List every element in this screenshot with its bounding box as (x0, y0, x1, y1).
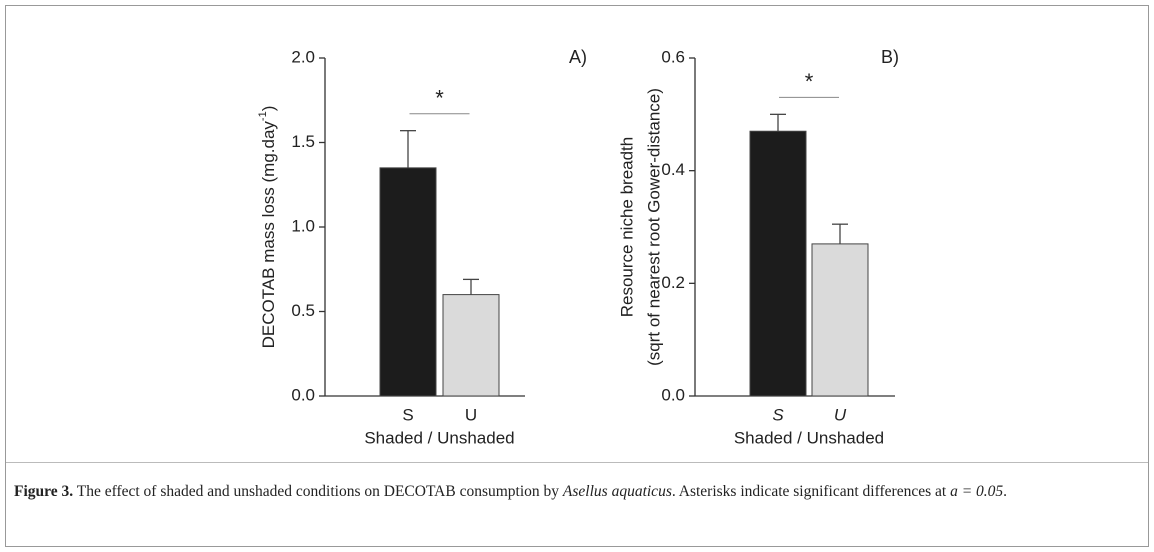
y-axis-label-text: DECOTAB mass loss (mg.day (259, 121, 278, 349)
bar (749, 130, 807, 397)
frame (5, 5, 1149, 547)
x-axis-label: Shaded / Unshaded (364, 428, 514, 447)
bar (811, 243, 869, 397)
y-tick-label: 0.6 (661, 47, 685, 66)
caption-label: Figure 3. (14, 483, 74, 500)
x-tick-label: S (402, 405, 413, 424)
y-tick-label: 0.5 (291, 301, 315, 320)
significance: * (805, 69, 814, 94)
caption-text: The effect of shaded and unshaded condit… (73, 483, 563, 500)
caption-text: . Asterisks indicate significant differe… (671, 483, 951, 500)
bar (379, 167, 437, 397)
y-tick-label: 0.0 (661, 385, 685, 404)
math: a = 0.05 (950, 483, 1004, 500)
significance: * (435, 86, 444, 111)
panel-label: B) (881, 47, 899, 67)
y-axis-label-end: ) (259, 106, 278, 112)
panel-label: A) (569, 47, 587, 67)
caption-text: . (1003, 483, 1008, 500)
y-tick-label: 0.0 (291, 385, 315, 404)
caption: Figure 3. The effect of shaded and unsha… (14, 478, 1139, 505)
y-axis-label: (sqrt of nearest root Gower-distance) (644, 88, 663, 366)
y-tick-label: 1.5 (291, 132, 315, 151)
species: Asellus aquaticus (562, 483, 672, 500)
y-axis-label: Resource niche breadth (617, 137, 636, 318)
x-tick-label: U (465, 405, 477, 424)
y-tick-label: 0.4 (661, 160, 685, 179)
y-axis-label-sup: -1 (257, 111, 269, 121)
x-axis-label: Shaded / Unshaded (734, 428, 884, 447)
y-tick-label: 1.0 (291, 216, 315, 235)
y-tick-label: 2.0 (291, 47, 315, 66)
y-axis-label: DECOTAB mass loss (mg.day-1) (257, 106, 279, 349)
x-tick-label: U (834, 405, 847, 424)
x-tick-label: S (772, 405, 784, 424)
y-tick-label: 0.2 (661, 273, 685, 292)
bar (442, 294, 500, 397)
